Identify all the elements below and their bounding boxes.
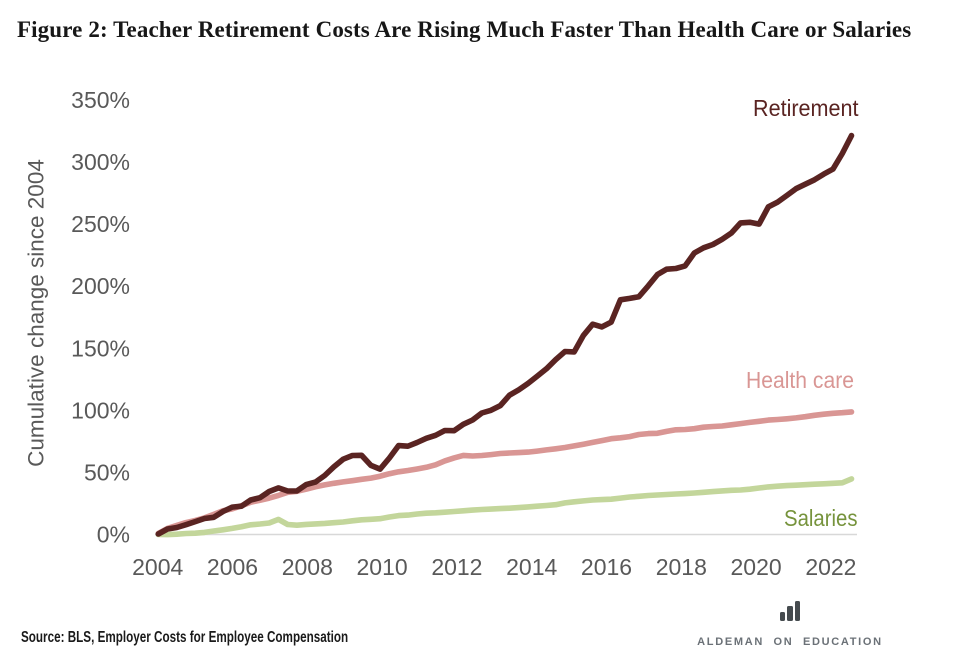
svg-text:2018: 2018 xyxy=(656,554,707,580)
svg-text:2008: 2008 xyxy=(282,554,333,580)
svg-text:150%: 150% xyxy=(71,335,130,361)
svg-text:2012: 2012 xyxy=(431,554,482,580)
svg-text:2004: 2004 xyxy=(132,554,183,580)
svg-text:2016: 2016 xyxy=(581,554,632,580)
svg-text:2010: 2010 xyxy=(357,554,408,580)
svg-text:0%: 0% xyxy=(97,522,130,548)
svg-text:Health care: Health care xyxy=(746,367,854,393)
svg-text:2006: 2006 xyxy=(207,554,258,580)
svg-text:Salaries: Salaries xyxy=(784,505,858,531)
svg-text:Retirement: Retirement xyxy=(753,95,859,121)
svg-text:2022: 2022 xyxy=(805,554,856,580)
svg-text:350%: 350% xyxy=(71,87,130,113)
svg-text:200%: 200% xyxy=(71,273,130,299)
svg-text:2014: 2014 xyxy=(506,554,557,580)
svg-text:50%: 50% xyxy=(84,459,130,485)
svg-text:2020: 2020 xyxy=(731,554,782,580)
svg-text:Cumulative change since 2004: Cumulative change since 2004 xyxy=(24,159,49,467)
svg-text:250%: 250% xyxy=(71,211,130,237)
svg-text:100%: 100% xyxy=(71,397,130,423)
svg-text:300%: 300% xyxy=(71,149,130,175)
